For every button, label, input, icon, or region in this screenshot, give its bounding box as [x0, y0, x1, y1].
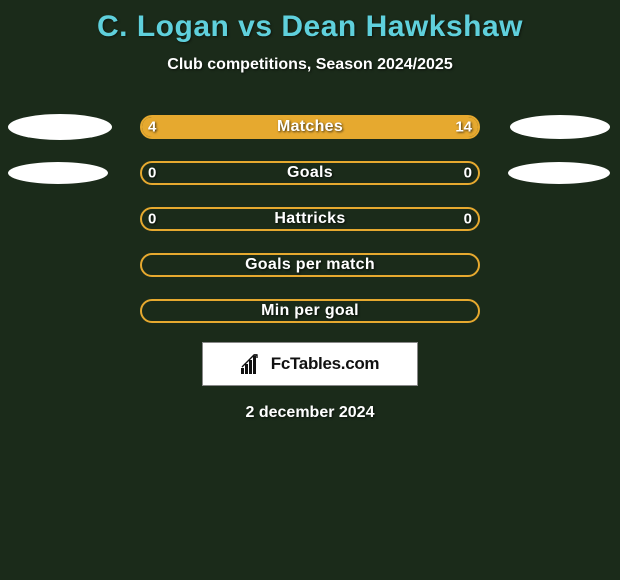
stat-label: Goals per match — [0, 256, 620, 274]
brand-box: FcTables.com — [202, 342, 418, 386]
subtitle: Club competitions, Season 2024/2025 — [0, 56, 620, 74]
stat-row: 0 Hattricks 0 — [0, 196, 620, 242]
stat-value-left: 0 — [148, 211, 156, 228]
comparison-infographic: C. Logan vs Dean Hawkshaw Club competiti… — [0, 0, 620, 580]
stat-row: 4 Matches 14 — [0, 104, 620, 150]
stat-label: Hattricks — [0, 210, 620, 228]
stat-value-left: 0 — [148, 165, 156, 182]
stat-value-right: 0 — [464, 211, 472, 228]
date-text: 2 december 2024 — [0, 404, 620, 422]
brand-text: FcTables.com — [271, 354, 380, 374]
stat-value-left: 4 — [148, 119, 156, 136]
stat-label: Goals — [0, 164, 620, 182]
stat-row: Goals per match — [0, 242, 620, 288]
stat-label: Matches — [0, 118, 620, 136]
stat-row: Min per goal — [0, 288, 620, 334]
stat-row: 0 Goals 0 — [0, 150, 620, 196]
stat-label: Min per goal — [0, 302, 620, 320]
bar-chart-icon — [241, 354, 265, 374]
page-title: C. Logan vs Dean Hawkshaw — [0, 0, 620, 44]
stat-value-right: 14 — [455, 119, 472, 136]
stat-value-right: 0 — [464, 165, 472, 182]
stat-rows-container: 4 Matches 14 0 Goals 0 0 Hattricks 0 — [0, 104, 620, 334]
